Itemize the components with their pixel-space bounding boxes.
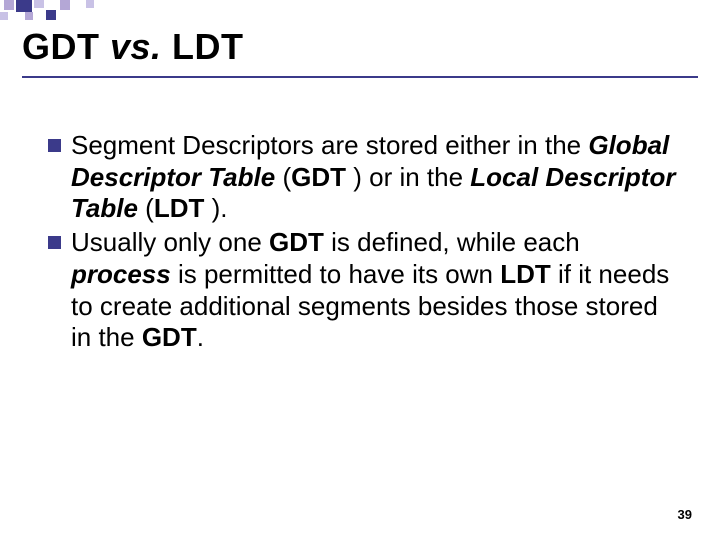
deco-square [46, 10, 56, 20]
text-run: Segment Descriptors are stored either in… [71, 130, 588, 160]
title-part1: GDT [22, 26, 110, 67]
text-run: Usually only one [71, 227, 269, 257]
text-run: is permitted to have its own [171, 259, 500, 289]
deco-square [0, 12, 8, 20]
deco-square [60, 0, 70, 10]
deco-square [16, 0, 32, 12]
text-run: . [197, 322, 204, 352]
text-run: LDT [500, 259, 551, 289]
bullet-item: Usually only one GDT is defined, while e… [48, 227, 680, 354]
bullet-marker-icon [48, 139, 61, 152]
text-run: ( [275, 162, 291, 192]
text-run: ( [138, 193, 154, 223]
bullet-marker-icon [48, 236, 61, 249]
text-run: ) or in the [346, 162, 470, 192]
deco-square [4, 0, 14, 10]
text-run: GDT [269, 227, 324, 257]
corner-decoration [0, 0, 160, 20]
text-run: ). [204, 193, 227, 223]
bullet-text: Segment Descriptors are stored either in… [71, 130, 680, 225]
text-run: LDT [154, 193, 205, 223]
title-underline [22, 76, 698, 78]
deco-square [25, 12, 33, 20]
bullet-item: Segment Descriptors are stored either in… [48, 130, 680, 225]
page-number: 39 [678, 507, 692, 522]
content-area: Segment Descriptors are stored either in… [48, 130, 680, 356]
deco-square [34, 0, 44, 8]
text-run: is defined, while each [324, 227, 580, 257]
text-run: GDT [291, 162, 346, 192]
slide-title: GDT vs. LDT [22, 26, 698, 68]
bullet-text: Usually only one GDT is defined, while e… [71, 227, 680, 354]
text-run: GDT [142, 322, 197, 352]
text-run: process [71, 259, 171, 289]
title-part2: LDT [162, 26, 244, 67]
title-block: GDT vs. LDT [22, 26, 698, 78]
deco-square [86, 0, 94, 8]
title-vs: vs. [110, 26, 162, 67]
